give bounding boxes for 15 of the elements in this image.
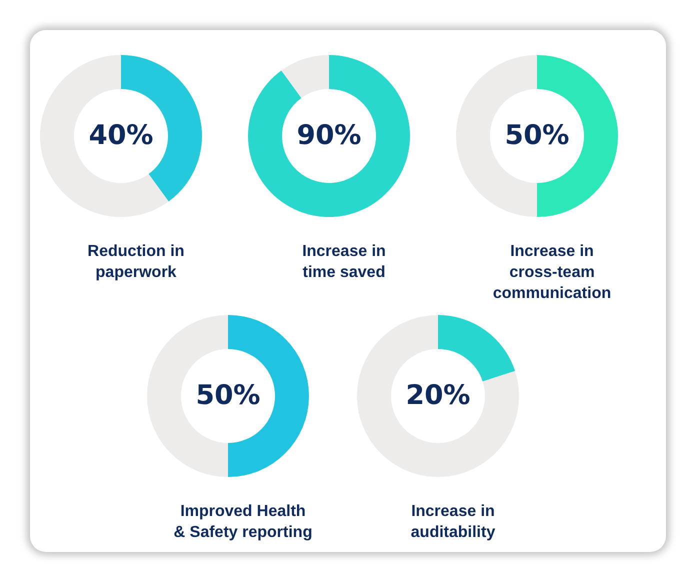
data-label: 90% — [296, 120, 362, 151]
text: Improved Health & Safety reporting — [172, 502, 314, 543]
donut-slice — [281, 55, 329, 98]
data-label: 50% — [504, 120, 570, 151]
data-label: 40% — [88, 120, 154, 151]
donut-slice — [40, 55, 169, 217]
text: Increase in cross-team communication — [492, 242, 612, 304]
text: Increase in auditability — [410, 502, 496, 543]
donut-slice — [248, 55, 410, 217]
text: Reduction in paperwork — [86, 242, 186, 283]
donut-slice — [357, 315, 519, 477]
donut-slice — [438, 315, 516, 382]
data-label: 50% — [196, 380, 260, 411]
text: Increase in time saved — [301, 242, 387, 283]
data-label: 20% — [406, 380, 470, 411]
